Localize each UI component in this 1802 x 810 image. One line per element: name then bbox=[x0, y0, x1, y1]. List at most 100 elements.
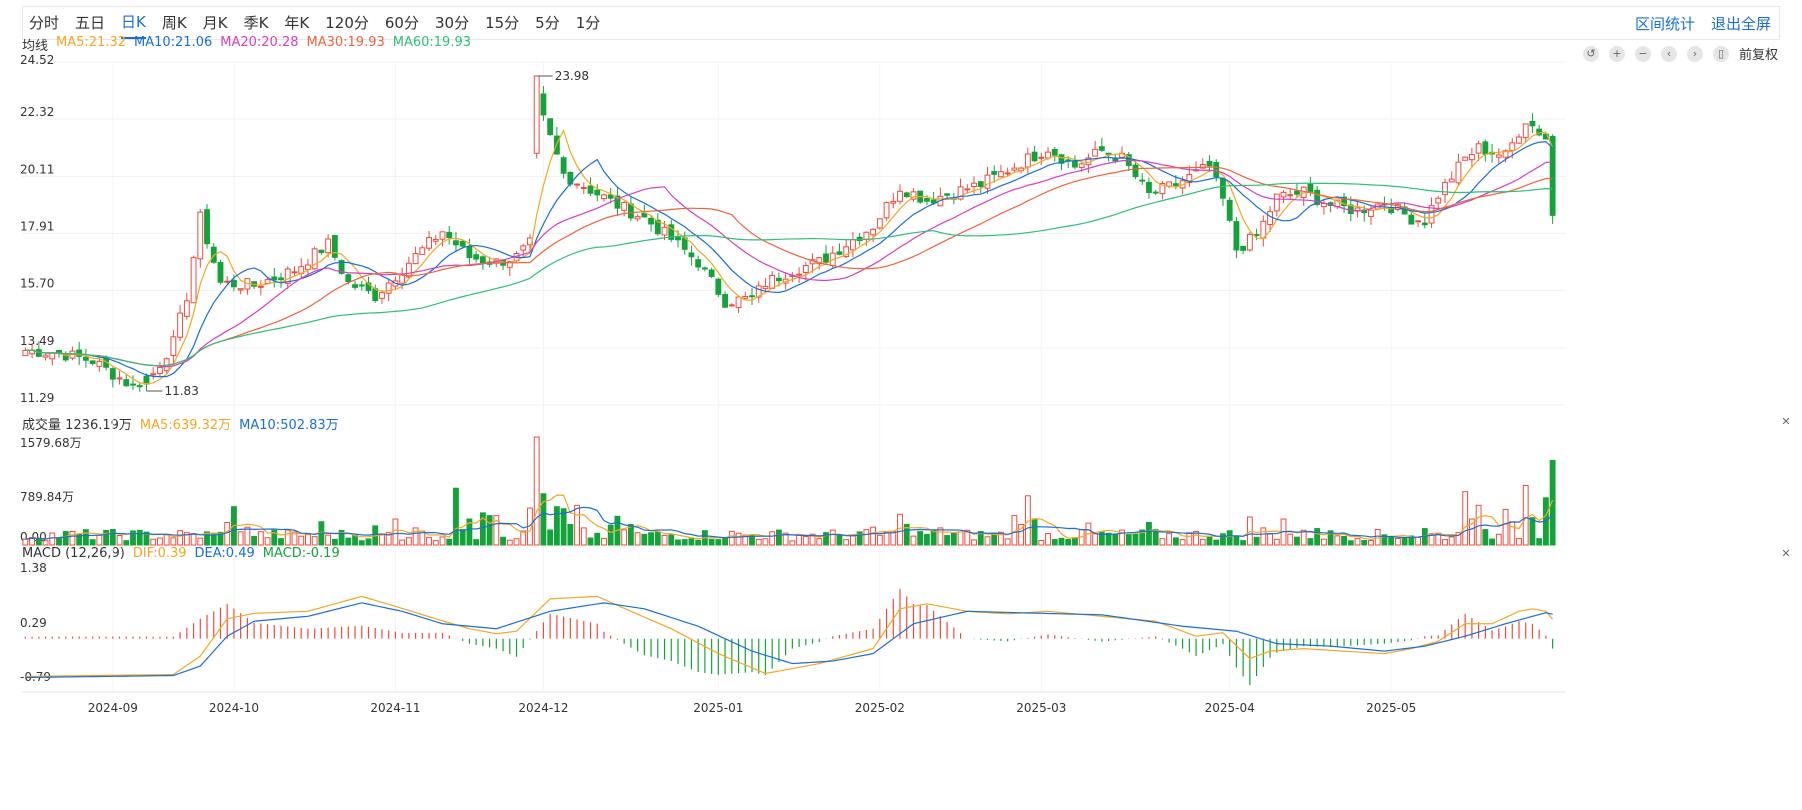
volume-bar bbox=[486, 515, 493, 546]
volume-bar bbox=[1031, 518, 1038, 546]
candle-body bbox=[1549, 135, 1556, 216]
volume-bar bbox=[183, 532, 190, 546]
close-volume-icon[interactable]: ✕ bbox=[1781, 415, 1791, 428]
candle-body bbox=[1226, 199, 1233, 221]
volume-bar bbox=[325, 534, 332, 546]
candle-body bbox=[930, 199, 937, 204]
tab-period[interactable]: 日K bbox=[121, 7, 146, 39]
volume-bar bbox=[722, 538, 729, 546]
tab-period[interactable]: 120分 bbox=[325, 14, 369, 32]
volume-bar bbox=[634, 532, 641, 546]
vol_legend-item-ma5: MA5:639.32万 bbox=[139, 418, 232, 433]
range-stats-link[interactable]: 区间统计 bbox=[1634, 14, 1695, 33]
tab-period[interactable]: 30分 bbox=[434, 14, 470, 32]
candle-body bbox=[742, 296, 749, 299]
undo-icon[interactable]: ↺ bbox=[1582, 45, 1599, 62]
tab-period[interactable]: 季K bbox=[243, 14, 269, 32]
candle-body bbox=[849, 239, 856, 251]
tab-period[interactable]: 15分 bbox=[485, 14, 520, 32]
candle-body bbox=[634, 216, 641, 220]
adjust-type-button[interactable]: 前复权 bbox=[1738, 48, 1778, 63]
volume-bar bbox=[331, 538, 338, 546]
tab-period[interactable]: 五日 bbox=[75, 14, 106, 32]
volume-bar bbox=[1018, 523, 1025, 546]
volume-axis-label: 1579.68万 bbox=[20, 436, 82, 450]
volume-bar bbox=[836, 534, 843, 546]
candle-body bbox=[1246, 233, 1253, 251]
volume-bar bbox=[775, 529, 782, 546]
zoom-in-icon[interactable]: + bbox=[1608, 45, 1625, 62]
candle-body bbox=[1058, 154, 1065, 164]
volume-bar bbox=[1287, 533, 1294, 546]
candle-body bbox=[183, 300, 190, 317]
tab-period[interactable]: 周K bbox=[161, 14, 187, 32]
candle-body bbox=[123, 379, 130, 387]
zoom-out-icon[interactable]: − bbox=[1634, 45, 1651, 62]
candle-body bbox=[412, 253, 419, 265]
volume-bar bbox=[96, 534, 103, 546]
volume-bar bbox=[816, 538, 823, 546]
volume-bar bbox=[82, 529, 89, 546]
candle-body bbox=[325, 238, 332, 254]
close-macd-icon[interactable]: ✕ bbox=[1781, 547, 1791, 560]
candle-body bbox=[654, 219, 661, 235]
macd-legend: MACD (12,26,9) DIF:0.39 DEA:0.49 MACD:-0.19 bbox=[22, 546, 348, 561]
tab-period[interactable]: 月K bbox=[202, 14, 228, 32]
candle-body bbox=[190, 257, 197, 304]
volume-bar bbox=[1294, 536, 1300, 546]
volume-bar bbox=[136, 529, 143, 546]
volume-bar bbox=[1394, 537, 1401, 546]
exit-fullscreen-link[interactable]: 退出全屏 bbox=[1710, 14, 1771, 33]
ma20-line bbox=[25, 159, 1553, 368]
volume-bar bbox=[190, 533, 197, 546]
volume-bar bbox=[1166, 532, 1173, 546]
date-axis-label: 2025-03 bbox=[1016, 701, 1066, 715]
macd_legend-label: MACD (12,26,9) bbox=[22, 546, 125, 561]
volume-bar bbox=[1253, 536, 1260, 546]
volume-bar bbox=[1522, 485, 1529, 546]
volume-bar bbox=[305, 534, 311, 546]
candle-body bbox=[1004, 172, 1011, 175]
tab-period[interactable]: 年K bbox=[284, 14, 310, 32]
volume-bar bbox=[506, 539, 513, 546]
candle-body bbox=[130, 383, 136, 386]
date-axis-label: 2024-11 bbox=[370, 701, 420, 715]
tab-period[interactable]: 60分 bbox=[384, 14, 419, 32]
tab-period[interactable]: 1分 bbox=[575, 14, 601, 32]
candle-body bbox=[1267, 211, 1273, 225]
candle-body bbox=[688, 252, 695, 258]
max-price-annotation: 23.98 bbox=[555, 69, 589, 83]
chart-tools: ↺ + − ‹ › ▯ 前复权 bbox=[1573, 44, 1778, 63]
date-axis-label: 2024-09 bbox=[88, 701, 138, 715]
dif-line bbox=[25, 595, 1554, 678]
ma30-line bbox=[25, 166, 1553, 367]
volume-bar bbox=[130, 530, 136, 546]
volume-bar bbox=[648, 532, 654, 546]
volume-bar bbox=[1092, 533, 1099, 546]
volume-bar bbox=[29, 536, 36, 546]
tab-period[interactable]: 5分 bbox=[535, 14, 560, 32]
candle-body bbox=[331, 235, 338, 258]
candle-body bbox=[708, 269, 715, 277]
candle-body bbox=[197, 211, 204, 260]
tab-period[interactable]: 分时 bbox=[29, 14, 60, 32]
scroll-left-icon[interactable]: ‹ bbox=[1660, 45, 1677, 62]
volume-bar bbox=[439, 536, 446, 546]
main-legend: 均线 MA5:21.32 MA10:21.06 MA20:20.28 MA30:19.9… bbox=[22, 35, 479, 54]
macd-axis-label: 1.38 bbox=[20, 561, 47, 575]
candle-body bbox=[876, 218, 883, 229]
volume-bar bbox=[1401, 537, 1408, 546]
candle-body bbox=[231, 280, 237, 288]
scroll-right-icon[interactable]: › bbox=[1686, 45, 1703, 62]
candle-type-icon[interactable]: ▯ bbox=[1712, 45, 1729, 62]
candle-body bbox=[775, 277, 782, 282]
candle-body bbox=[42, 354, 49, 358]
candle-body bbox=[1132, 164, 1139, 178]
volume-bar bbox=[278, 538, 284, 546]
volume-bar bbox=[271, 529, 278, 546]
volume-bar bbox=[924, 534, 930, 546]
candle-body bbox=[1455, 161, 1462, 184]
candle-body bbox=[82, 356, 89, 361]
candle-body bbox=[964, 188, 971, 191]
